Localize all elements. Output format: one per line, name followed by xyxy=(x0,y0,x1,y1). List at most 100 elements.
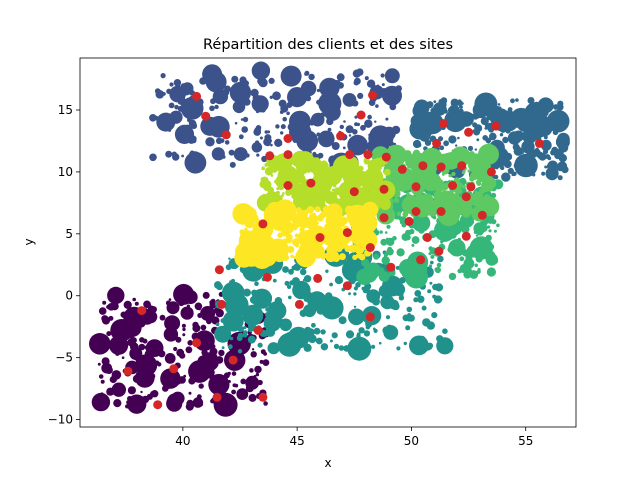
client-point xyxy=(381,83,385,87)
client-point xyxy=(220,318,226,324)
client-point xyxy=(447,122,455,131)
client-point xyxy=(356,332,361,337)
client-point xyxy=(151,390,159,398)
client-point xyxy=(338,316,347,325)
client-point xyxy=(460,204,465,209)
client-point xyxy=(358,327,365,334)
site-marker xyxy=(491,121,501,131)
client-point xyxy=(251,348,255,351)
client-point xyxy=(407,318,411,322)
client-point xyxy=(485,218,491,224)
client-point xyxy=(243,326,247,330)
client-point xyxy=(184,151,207,174)
client-point xyxy=(379,230,383,234)
client-point xyxy=(285,168,292,175)
client-point xyxy=(476,138,480,142)
client-point xyxy=(516,115,533,132)
client-point xyxy=(120,311,127,318)
client-point xyxy=(147,303,152,308)
client-point xyxy=(183,290,198,305)
client-point xyxy=(251,288,272,309)
client-point xyxy=(463,270,472,279)
client-point xyxy=(188,391,192,395)
client-point xyxy=(304,72,308,76)
client-point xyxy=(127,386,136,395)
client-point xyxy=(198,357,203,362)
client-point xyxy=(246,89,250,93)
client-point xyxy=(447,190,454,198)
x-tick-label: 55 xyxy=(518,434,533,448)
client-point xyxy=(544,103,553,112)
client-point xyxy=(381,256,390,265)
client-point xyxy=(305,126,310,131)
client-point xyxy=(413,297,419,303)
y-tick-label: 10 xyxy=(58,165,73,179)
client-point xyxy=(229,336,234,341)
client-point xyxy=(127,395,133,402)
client-point xyxy=(404,265,428,289)
client-point xyxy=(342,146,346,150)
client-point xyxy=(240,233,248,241)
client-point xyxy=(264,167,274,176)
client-point xyxy=(450,146,471,167)
client-point xyxy=(98,374,104,379)
client-point xyxy=(182,333,186,337)
client-point xyxy=(468,265,472,269)
client-point xyxy=(292,138,298,144)
client-point xyxy=(350,341,356,348)
client-point xyxy=(287,326,310,349)
client-point xyxy=(558,102,563,108)
client-point xyxy=(485,250,496,261)
client-point xyxy=(294,123,299,129)
client-point xyxy=(270,143,273,147)
client-point xyxy=(247,335,256,344)
client-point xyxy=(378,271,390,282)
client-point xyxy=(134,301,139,306)
client-point xyxy=(455,187,463,195)
client-point xyxy=(264,134,272,142)
client-point xyxy=(461,184,466,189)
client-point xyxy=(165,382,172,389)
client-point xyxy=(200,324,207,331)
client-point xyxy=(355,72,359,76)
client-point xyxy=(496,223,500,228)
site-marker xyxy=(461,192,471,202)
client-point xyxy=(160,73,166,79)
client-point xyxy=(557,175,563,181)
client-point xyxy=(181,154,185,158)
client-point xyxy=(238,248,246,256)
client-point xyxy=(419,182,426,190)
client-point xyxy=(479,224,488,233)
client-point xyxy=(338,345,345,351)
client-point xyxy=(461,170,466,175)
client-point xyxy=(283,346,293,355)
client-point xyxy=(192,321,199,329)
client-point xyxy=(247,326,254,333)
site-marker xyxy=(422,233,432,242)
client-point xyxy=(281,192,285,195)
client-point xyxy=(401,269,411,278)
client-point xyxy=(123,300,132,309)
client-point xyxy=(383,168,391,176)
client-point xyxy=(285,236,293,244)
client-point xyxy=(376,84,380,87)
client-point xyxy=(316,225,321,229)
client-point xyxy=(236,388,249,400)
client-point xyxy=(188,137,195,144)
client-point xyxy=(140,390,143,394)
client-point xyxy=(372,127,394,149)
client-point xyxy=(473,153,479,159)
client-point xyxy=(218,349,225,357)
client-point xyxy=(307,334,317,344)
site-marker xyxy=(342,228,352,238)
client-point xyxy=(270,174,274,177)
client-point xyxy=(471,198,480,206)
client-point xyxy=(312,244,315,248)
client-point xyxy=(259,136,263,140)
client-point xyxy=(178,376,186,384)
client-point xyxy=(272,278,277,283)
client-point xyxy=(279,110,284,114)
client-point xyxy=(233,147,248,162)
client-point xyxy=(210,123,220,133)
client-point xyxy=(149,153,157,162)
